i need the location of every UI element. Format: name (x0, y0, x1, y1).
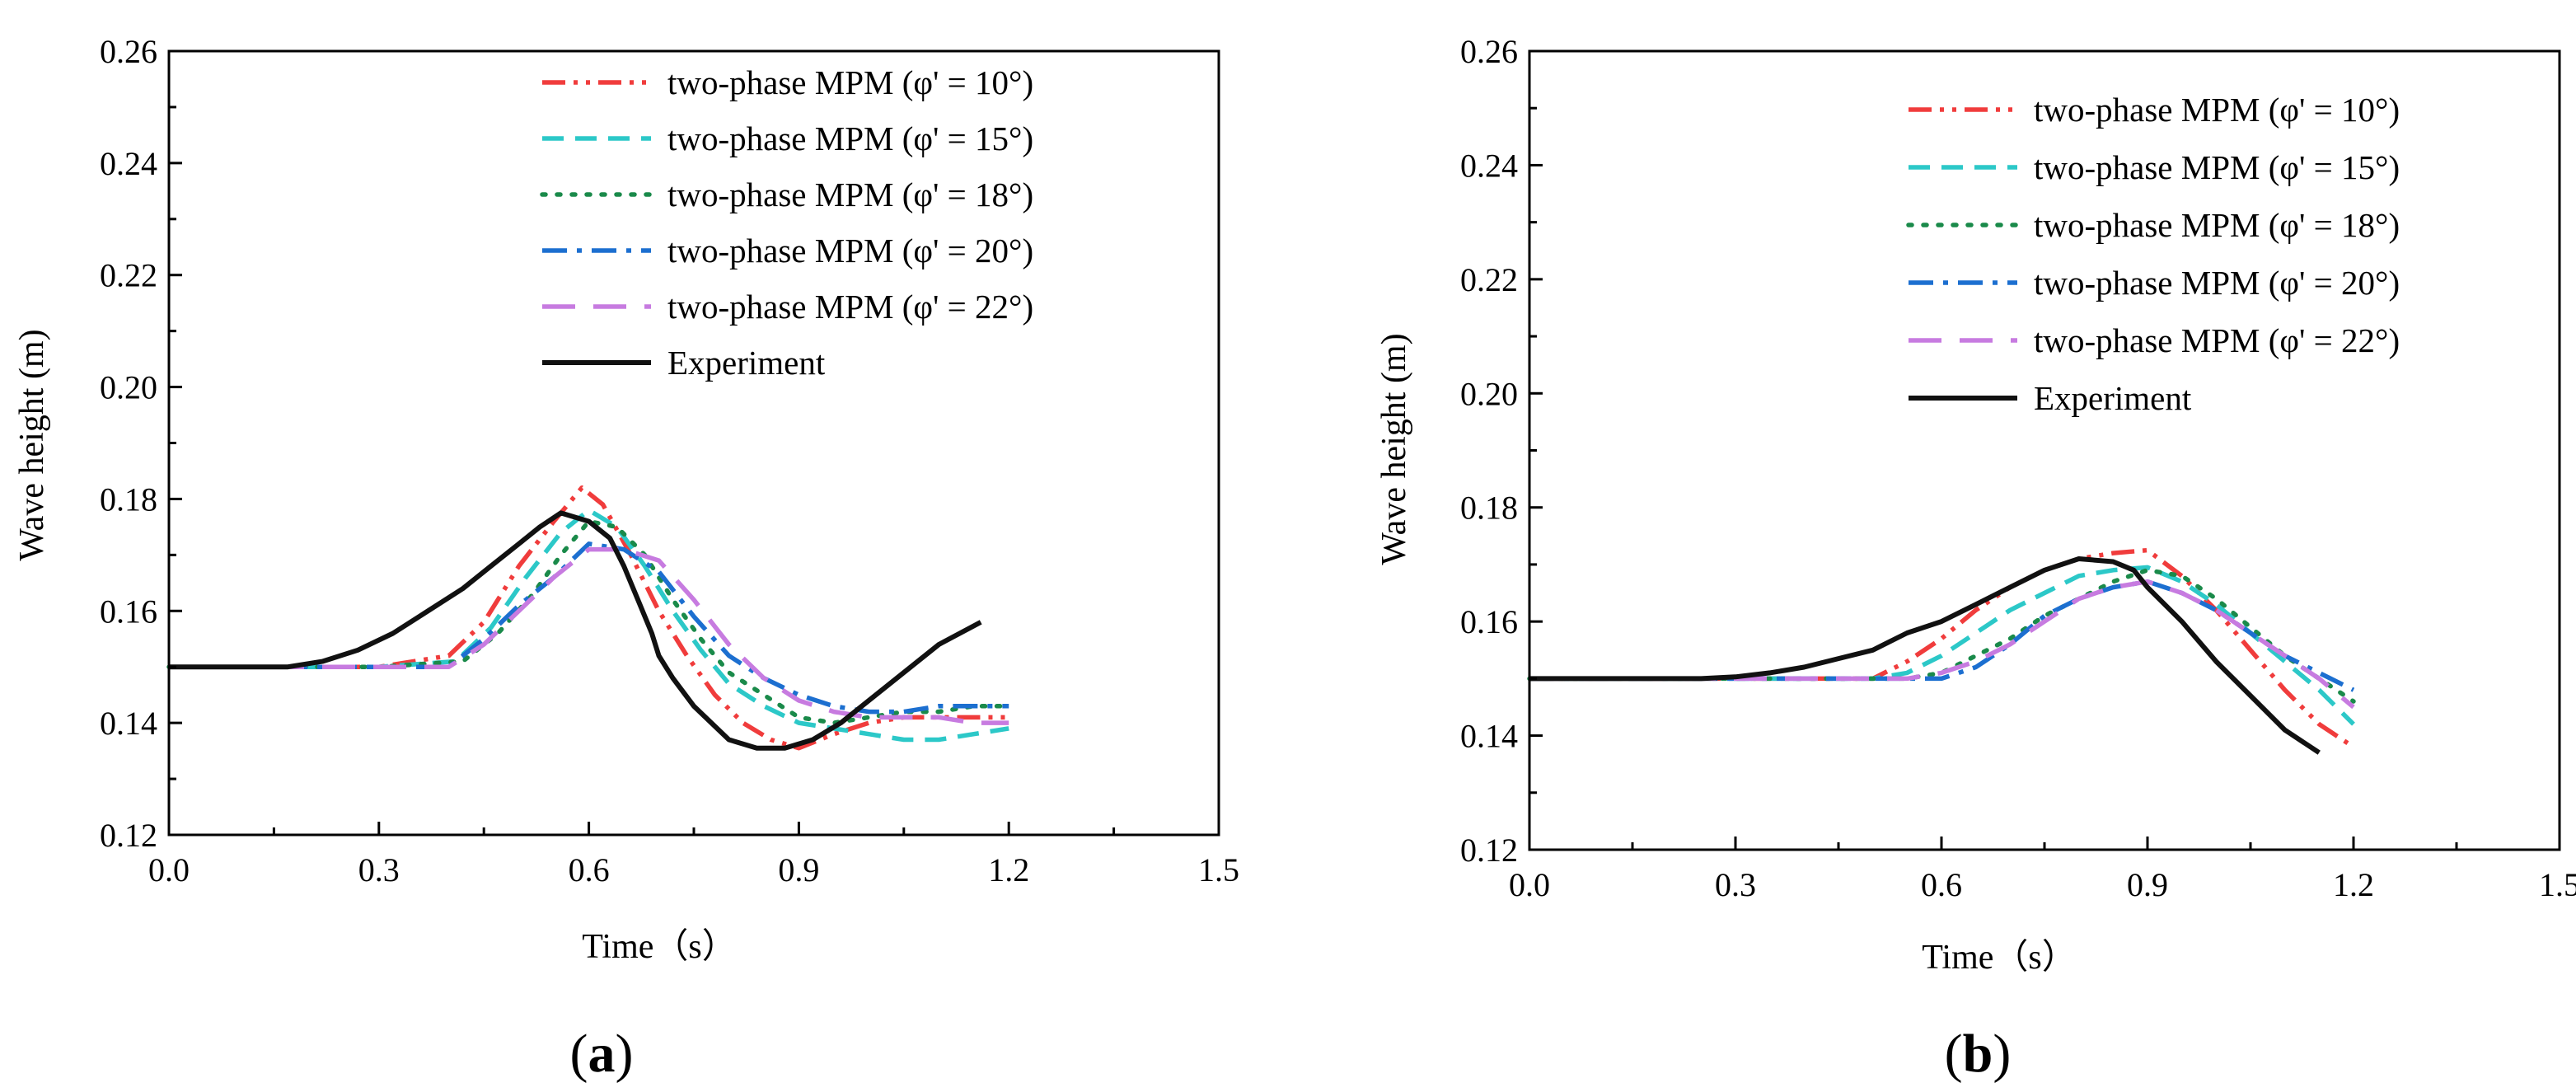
x-tick-label: 0.6 (569, 851, 610, 888)
x-axis-title: Time（s） (582, 928, 737, 966)
legend-label: two-phase MPM (φ' = 22°) (667, 288, 1033, 326)
x-tick-label: 1.5 (2539, 866, 2576, 903)
panel-label: (a) (570, 1024, 634, 1084)
panel-b: 0.0 0.3 0.6 0.9 1.2 1.5 0.12 0.14 0.16 0.18 0.20 0.… (1375, 33, 2576, 1084)
legend-label: two-phase MPM (φ' = 18°) (2034, 206, 2400, 244)
legend-label: two-phase MPM (φ' = 10°) (667, 63, 1033, 101)
y-tick-label: 0.12 (1460, 832, 1518, 869)
x-tick-label: 0.9 (2127, 866, 2168, 903)
y-tick-label: 0.18 (100, 480, 157, 518)
series-line-5 (169, 510, 982, 751)
legend: two-phase MPM (φ' = 10°) two-phase MPM (φ… (1906, 91, 2400, 417)
y-tick-label: 0.22 (1460, 261, 1518, 298)
x-tick-label: 0.6 (1921, 866, 1962, 903)
x-tick-label: 1.5 (1198, 851, 1239, 888)
legend: two-phase MPM (φ' = 10°) two-phase MPM (φ… (540, 63, 1033, 382)
y-tick-label: 0.26 (100, 33, 157, 70)
x-tick-label: 0.0 (148, 851, 190, 888)
panel-label: (b) (1945, 1024, 2012, 1084)
x-tick-label: 0.0 (1509, 866, 1550, 903)
x-axis-title: Time（s） (1922, 939, 2077, 977)
x-tick-label: 0.3 (1715, 866, 1756, 903)
y-tick-label: 0.14 (100, 705, 157, 742)
y-axis-title: Wave height (m) (13, 329, 51, 560)
y-tick-label: 0.16 (100, 593, 157, 630)
legend-label: two-phase MPM (φ' = 10°) (2034, 91, 2400, 129)
legend-label: Experiment (667, 344, 826, 382)
y-tick-label: 0.22 (100, 257, 157, 294)
series-line-5 (1529, 556, 2321, 755)
legend-label: Experiment (2034, 379, 2192, 417)
legend-label: two-phase MPM (φ' = 22°) (2034, 321, 2400, 359)
legend-label: two-phase MPM (φ' = 20°) (2034, 264, 2400, 302)
series-line-4 (1529, 579, 2355, 710)
legend-label: two-phase MPM (φ' = 15°) (667, 120, 1033, 157)
y-tick-label: 0.18 (1460, 490, 1518, 527)
y-tick-label: 0.20 (100, 369, 157, 406)
panel-a: 0.0 0.3 0.6 0.9 1.2 1.5 0.12 0.14 0.16 0.18 0.20 0.… (13, 33, 1239, 1084)
y-tick-label: 0.12 (100, 817, 157, 854)
y-axis-title: Wave height (m) (1375, 333, 1413, 565)
series-line-4 (169, 546, 1009, 725)
y-tick-label: 0.24 (1460, 147, 1518, 184)
legend-label: two-phase MPM (φ' = 15°) (2034, 148, 2400, 186)
legend-label: two-phase MPM (φ' = 18°) (667, 176, 1033, 213)
x-tick-label: 1.2 (988, 851, 1029, 888)
x-tick-label: 0.3 (358, 851, 400, 888)
legend-label: two-phase MPM (φ' = 20°) (667, 232, 1033, 269)
y-tick-label: 0.14 (1460, 718, 1518, 755)
y-tick-label: 0.26 (1460, 33, 1518, 70)
y-tick-label: 0.20 (1460, 375, 1518, 412)
y-tick-label: 0.16 (1460, 603, 1518, 640)
y-tick-label: 0.24 (100, 145, 157, 182)
x-tick-label: 0.9 (778, 851, 819, 888)
x-tick-label: 1.2 (2333, 866, 2374, 903)
